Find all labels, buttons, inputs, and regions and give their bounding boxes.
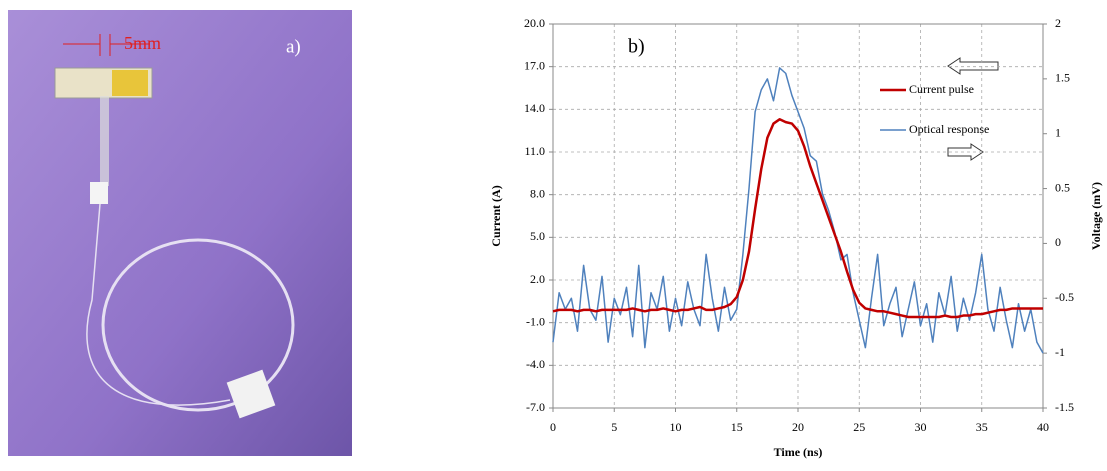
x-tick-label: 15 xyxy=(731,420,743,434)
legend-label: Optical response xyxy=(909,122,989,136)
scale-label: 5mm xyxy=(124,33,161,53)
y-tick-label: 11.0 xyxy=(524,144,545,158)
y2-axis-label: Voltage (mV) xyxy=(1089,182,1103,250)
x-tick-label: 25 xyxy=(853,420,865,434)
y-tick-label: -1.0 xyxy=(526,314,545,328)
panel-label: a) xyxy=(286,36,301,57)
series-line xyxy=(552,118,1043,319)
x-tick-label: 30 xyxy=(915,420,927,434)
y2-tick-label: 1 xyxy=(1055,125,1061,139)
y-tick-label: 17.0 xyxy=(524,58,545,72)
connector xyxy=(90,182,108,204)
y2-tick-label: 0.5 xyxy=(1055,180,1070,194)
chart: b) Time (ns) Current (A) Voltage (mV) xyxy=(489,36,1103,459)
y2-tick-label: -0.5 xyxy=(1055,290,1074,304)
end-block xyxy=(226,369,276,419)
fiber xyxy=(100,96,109,186)
x-tick-label: 20 xyxy=(792,420,804,434)
panel-label: b) xyxy=(628,36,645,58)
x-tick-label: 10 xyxy=(670,420,682,434)
x-tick-label: 0 xyxy=(550,420,556,434)
x-tick-label: 40 xyxy=(1037,420,1049,434)
gold-pad xyxy=(112,70,148,96)
series-line xyxy=(552,67,1044,354)
y2-tick-label: 2 xyxy=(1055,16,1061,30)
x-tick-label: 5 xyxy=(611,420,617,434)
y-tick-label: 5.0 xyxy=(530,229,545,243)
y-tick-label: 20.0 xyxy=(524,16,545,30)
y-tick-label: 14.0 xyxy=(524,101,545,115)
x-axis-label: Time (ns) xyxy=(774,445,823,459)
fiber-coil xyxy=(101,238,295,412)
legend-label: Current pulse xyxy=(909,82,974,96)
y-tick-label: -4.0 xyxy=(526,357,545,371)
y-axis-label: Current (A) xyxy=(489,185,503,246)
y-tick-label: 2.0 xyxy=(530,272,545,286)
y2-tick-label: -1 xyxy=(1055,345,1065,359)
arrow-left xyxy=(947,57,999,75)
y-tick-label: 8.0 xyxy=(530,186,545,200)
plot-frame xyxy=(552,23,1044,409)
photo: 5mm a) xyxy=(8,10,352,456)
arrow-right xyxy=(947,143,984,161)
y2-tick-label: 0 xyxy=(1055,235,1061,249)
y-tick-label: -7.0 xyxy=(526,400,545,414)
y2-tick-label: 1.5 xyxy=(1055,71,1070,85)
y2-tick-label: -1.5 xyxy=(1055,400,1074,414)
fiber-lead xyxy=(86,203,231,406)
x-tick-label: 35 xyxy=(976,420,988,434)
